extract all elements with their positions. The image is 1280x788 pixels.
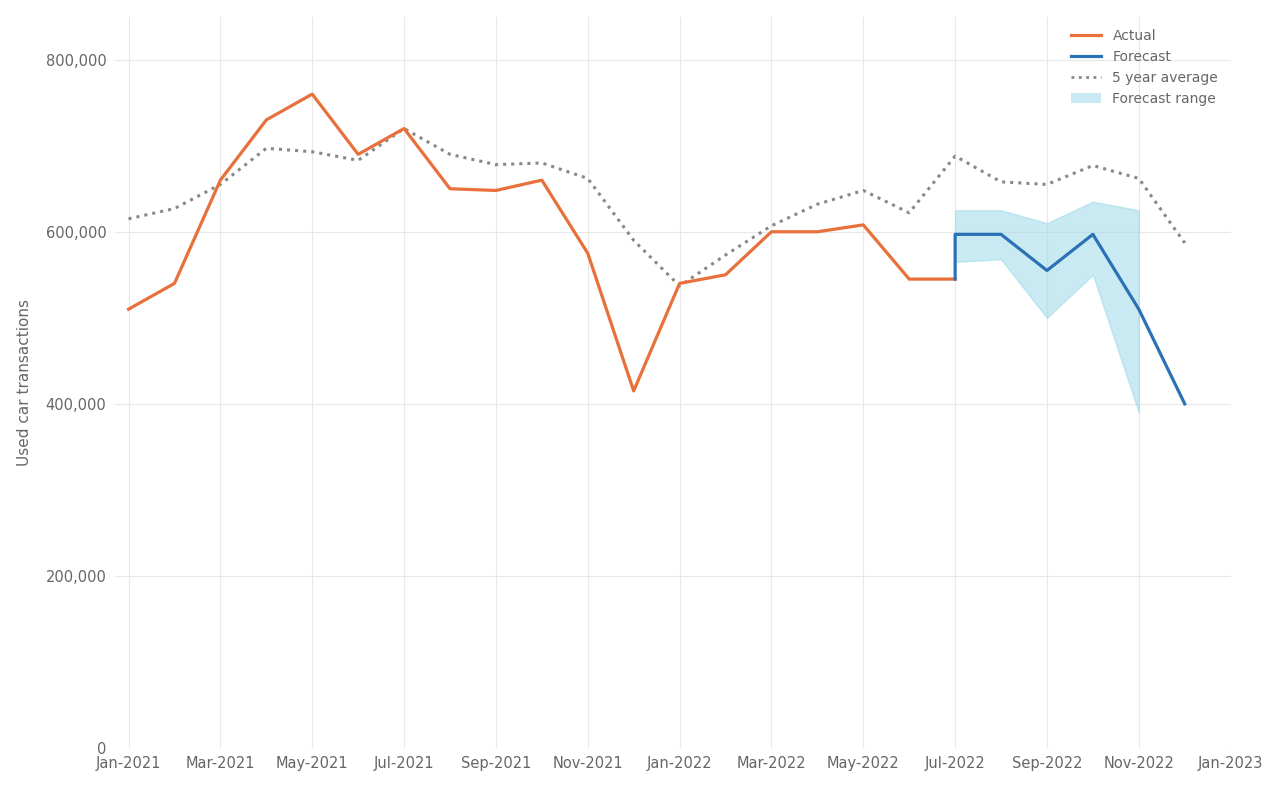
5 year average [855,186,870,195]
Actual [947,274,963,284]
Actual [810,227,826,236]
5 year average [993,177,1009,187]
5 year average [166,204,182,214]
Actual [351,150,366,159]
5 year average [580,173,595,183]
5 year average [488,160,503,169]
Actual [718,270,733,280]
Actual [580,248,595,258]
Actual [488,186,503,195]
Forecast [993,229,1009,239]
Forecast [947,274,963,284]
5 year average [1178,238,1193,247]
Line: 5 year average: 5 year average [128,128,1185,286]
5 year average [534,158,549,168]
5 year average [901,208,916,217]
5 year average [718,251,733,260]
5 year average [764,221,780,230]
Forecast [1085,229,1101,239]
5 year average [626,236,641,245]
Forecast [1178,399,1193,408]
5 year average [443,150,458,159]
Actual [764,227,780,236]
Actual [672,279,687,288]
5 year average [947,151,963,161]
5 year average [672,281,687,291]
Actual [166,279,182,288]
5 year average [120,214,136,224]
Actual [443,184,458,194]
Actual [534,176,549,185]
Legend: Actual, Forecast, 5 year average, Forecast range: Actual, Forecast, 5 year average, Foreca… [1065,24,1224,112]
Actual [397,124,412,133]
Y-axis label: Used car transactions: Used car transactions [17,299,32,466]
5 year average [351,155,366,165]
5 year average [305,147,320,157]
5 year average [212,180,228,189]
Actual [259,115,274,125]
5 year average [1039,180,1055,189]
Line: Actual: Actual [128,94,955,391]
5 year average [397,124,412,133]
Forecast [1039,266,1055,275]
5 year average [1132,173,1147,183]
Actual [901,274,916,284]
Forecast [1132,304,1147,314]
5 year average [259,143,274,153]
Line: Forecast: Forecast [955,234,1185,403]
Actual [212,176,228,185]
Actual [120,304,136,314]
5 year average [810,199,826,209]
Actual [305,89,320,98]
5 year average [1085,161,1101,170]
Forecast [947,229,963,239]
Actual [855,220,870,229]
Actual [626,386,641,396]
